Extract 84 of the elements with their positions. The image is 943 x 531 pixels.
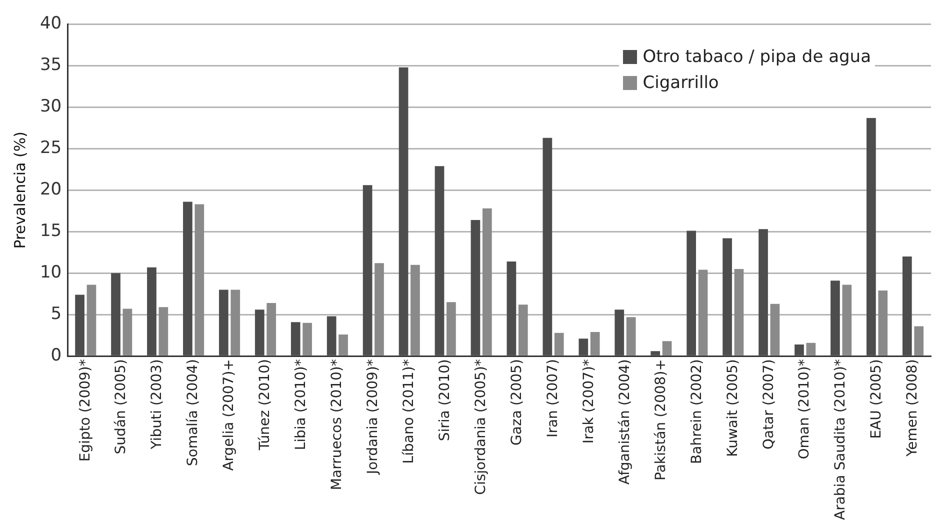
x-tick-label: Egipto (2009)* [77, 359, 94, 462]
x-tick-label: Siria (2010) [436, 359, 453, 442]
bar [878, 290, 888, 356]
bar [158, 307, 168, 356]
y-tick-label: 30 [40, 96, 62, 117]
x-tick-label: Somalía (2004) [185, 359, 202, 466]
x-tick-label: Gaza (2005) [508, 359, 525, 446]
bar [806, 342, 816, 356]
bar [290, 322, 300, 356]
bar [111, 273, 120, 356]
x-tick-label: Marruecos (2010)* [329, 359, 346, 490]
bar [698, 270, 708, 356]
x-tick-label: Sudán (2005) [113, 359, 130, 454]
x-tick-label: Jordania (2009)* [365, 359, 382, 476]
y-tick-label: 10 [40, 262, 62, 283]
x-tick-label: Irak (2007)* [580, 359, 597, 444]
bar [650, 351, 660, 356]
bar [842, 284, 852, 356]
x-tick-label: Pakistán (2008)+ [652, 359, 669, 480]
bar [554, 332, 564, 356]
x-tick-label: Yemen (2008) [904, 359, 921, 458]
bar [254, 310, 264, 356]
x-tick-label: Libia (2010)* [293, 359, 310, 450]
x-tick-label: Yibuti (2003) [149, 359, 166, 450]
x-tick-label: Iran (2007) [544, 359, 561, 438]
bar [122, 308, 132, 356]
x-tick-label: Arabia Saudita (2010)* [832, 359, 849, 520]
bar [914, 326, 924, 356]
x-tick-label: Qatar (2007) [760, 359, 777, 450]
y-tick-label: 15 [40, 221, 62, 242]
bar [470, 220, 480, 356]
x-tick-label: Oman (2010)* [796, 359, 813, 460]
x-tick-label: Túnez (2010) [257, 359, 274, 452]
y-axis-title: Prevalencia (%) [10, 132, 29, 249]
bar [734, 268, 744, 356]
bar [194, 204, 204, 356]
y-tick-label: 20 [40, 180, 62, 200]
bar [686, 230, 696, 356]
bar [542, 138, 552, 356]
bar [626, 317, 636, 356]
legend-label: Otro tabaco / pipa de agua [642, 46, 871, 69]
bar [362, 185, 372, 356]
bar [506, 262, 516, 356]
bar [590, 332, 600, 356]
bar [722, 238, 732, 356]
bar [374, 263, 384, 356]
y-tick-label: 35 [40, 55, 62, 76]
bar [338, 334, 348, 356]
bar [230, 290, 240, 356]
bar [398, 67, 408, 356]
bar [518, 304, 528, 356]
bar [902, 256, 912, 356]
bar [86, 284, 96, 356]
bar [266, 302, 276, 356]
bar [866, 118, 876, 356]
bar [830, 280, 840, 356]
y-tick-label: 25 [40, 138, 62, 158]
bar [758, 229, 768, 356]
x-tick-label: Argelia (2007)+ [221, 359, 238, 471]
x-tick-label: Kuwait (2005) [724, 359, 741, 457]
bar [770, 304, 780, 356]
bar [662, 341, 672, 356]
bar [302, 322, 312, 356]
y-tick-label: 40 [40, 14, 62, 34]
bar [75, 294, 84, 356]
bar [218, 290, 228, 356]
x-tick-label: Bahrein (2002) [688, 359, 705, 464]
legend-label: Cigarrillo [642, 72, 719, 95]
x-tick-label: Afganistán (2004) [616, 359, 633, 485]
bar [446, 302, 456, 356]
bar [183, 202, 192, 356]
bar [614, 310, 624, 356]
bar [482, 208, 492, 356]
bar [410, 264, 420, 356]
bar [578, 338, 588, 356]
bar [326, 316, 336, 356]
x-tick-label: Cisjordania (2005)* [472, 359, 489, 495]
y-tick-label: 5 [50, 304, 62, 324]
x-tick-label: EAU (2005) [868, 359, 885, 439]
y-tick-label: 0 [50, 346, 62, 366]
x-tick-label: Líbano (2011)* [401, 359, 418, 464]
bar [147, 267, 156, 356]
bar [794, 344, 804, 356]
bar [434, 166, 444, 356]
